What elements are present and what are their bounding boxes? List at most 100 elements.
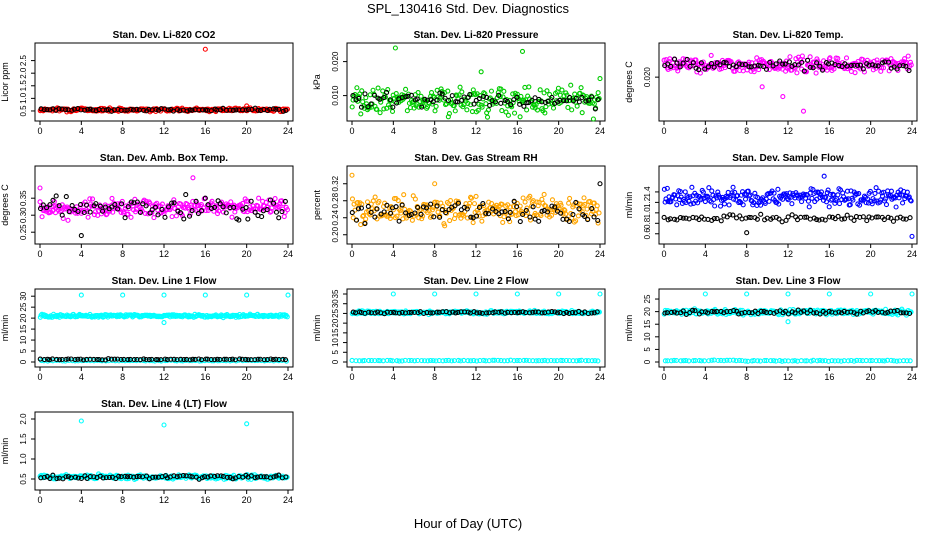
x-tick-label: 20 — [866, 126, 876, 136]
data-point — [787, 190, 793, 196]
x-tick-label: 8 — [120, 372, 125, 382]
chart-panel-1: Stan. Dev. Li-820 CO2 Licor ppm 0 4 8 12 16 20 2… — [0, 30, 294, 136]
data-point — [445, 97, 452, 103]
data-point — [512, 309, 518, 315]
data-point — [452, 203, 458, 209]
data-point — [471, 201, 478, 207]
data-point — [44, 205, 50, 211]
data-point — [91, 474, 97, 480]
data-point — [181, 357, 187, 363]
data-point — [224, 474, 230, 480]
y-tick-label: 15 — [19, 324, 28, 333]
data-point — [740, 202, 746, 208]
data-point — [419, 104, 425, 110]
data-point — [536, 96, 542, 102]
data-point — [746, 214, 752, 220]
x-tick-label: 24 — [595, 372, 605, 382]
data-point — [209, 205, 215, 212]
x-tick-label: 16 — [824, 372, 834, 382]
data-point — [595, 97, 601, 103]
data-point — [789, 309, 795, 315]
data-point — [368, 101, 374, 107]
data-point — [56, 106, 62, 112]
data-point — [595, 358, 601, 364]
data-point — [856, 191, 862, 197]
data-point — [47, 107, 53, 113]
data-point — [123, 203, 129, 209]
data-point — [394, 213, 400, 219]
data-point — [360, 212, 367, 219]
data-point — [813, 70, 819, 76]
data-point — [668, 358, 674, 364]
data-point — [236, 217, 242, 223]
data-point — [904, 189, 910, 195]
data-point — [384, 89, 390, 96]
data-point — [65, 474, 71, 480]
data-point — [481, 357, 487, 363]
data-point — [65, 217, 71, 223]
data-point — [159, 201, 165, 207]
data-point — [397, 208, 403, 214]
data-point — [468, 358, 474, 364]
data-point — [245, 107, 251, 113]
data-point — [205, 202, 211, 208]
data-point — [396, 218, 402, 224]
data-point — [349, 196, 356, 202]
data-point — [860, 214, 866, 220]
data-point — [381, 106, 387, 112]
data-point — [78, 475, 84, 481]
data-point — [456, 92, 462, 98]
data-point — [736, 311, 742, 317]
data-point — [174, 107, 181, 113]
data-point — [558, 202, 564, 208]
data-point — [570, 98, 576, 104]
x-tick-label: 0 — [37, 372, 42, 382]
data-point — [556, 291, 562, 297]
data-point — [128, 106, 134, 112]
data-point — [425, 358, 431, 364]
data-point — [202, 46, 208, 52]
x-tick-label: 4 — [391, 372, 396, 382]
data-point — [268, 356, 274, 362]
data-point — [530, 309, 536, 315]
data-point — [457, 84, 463, 90]
data-point — [746, 193, 752, 199]
data-point — [131, 356, 137, 363]
data-point — [848, 309, 854, 315]
data-point — [356, 95, 362, 101]
data-point — [389, 108, 396, 114]
data-point — [825, 64, 831, 70]
data-point — [38, 106, 44, 112]
data-point — [537, 87, 543, 93]
data-point — [762, 358, 768, 364]
data-point — [427, 310, 433, 316]
data-point — [521, 357, 527, 363]
x-tick-label: 12 — [783, 126, 793, 136]
data-point — [851, 358, 857, 364]
data-point — [582, 213, 588, 219]
data-point — [561, 310, 567, 317]
data-point — [743, 215, 749, 221]
data-point — [504, 98, 510, 105]
data-point — [874, 57, 880, 63]
data-point — [356, 358, 362, 364]
x-tick-label: 16 — [200, 495, 210, 505]
data-point — [468, 195, 474, 201]
data-point — [708, 199, 714, 205]
data-point — [684, 56, 690, 63]
y-tick-label: 10 — [643, 332, 652, 341]
data-point — [214, 210, 221, 217]
data-point — [89, 203, 95, 209]
data-point — [802, 214, 808, 220]
data-point — [835, 213, 841, 220]
data-point — [755, 358, 761, 364]
data-point — [118, 209, 124, 215]
x-tick-label: 12 — [159, 249, 169, 259]
data-point — [532, 309, 538, 315]
data-point — [496, 92, 502, 98]
panel-title: Stan. Dev. Gas Stream RH — [414, 153, 537, 164]
data-point — [477, 310, 483, 316]
data-point — [430, 93, 436, 99]
data-point — [875, 63, 881, 69]
data-point — [72, 356, 78, 363]
